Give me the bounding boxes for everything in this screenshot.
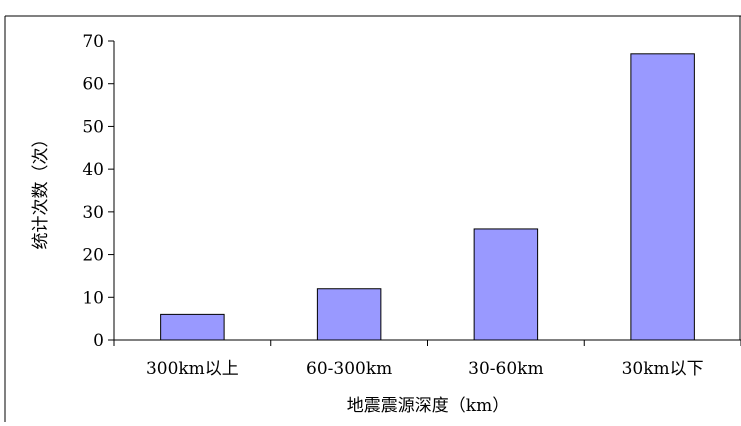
x-category-label: 60-300km <box>306 359 392 379</box>
bar-0 <box>160 313 225 341</box>
bars <box>160 53 695 341</box>
y-tick-label: 30 <box>82 203 104 223</box>
y-tick-label: 60 <box>82 75 104 95</box>
x-category-label: 30km以下 <box>622 359 704 379</box>
bar-3 <box>630 53 695 341</box>
y-axis-ticks: 0 10 20 30 40 50 60 70 <box>82 32 114 351</box>
y-tick-label: 40 <box>82 160 104 180</box>
y-tick-label: 0 <box>93 331 104 351</box>
bar-2 <box>473 228 539 341</box>
y-tick-label: 70 <box>82 32 104 52</box>
x-category-label: 30-60km <box>468 359 543 379</box>
x-axis-ticks: 300km以上 60-300km 30-60km 30km以下 <box>113 340 741 379</box>
y-tick-label: 50 <box>82 117 104 137</box>
bar-1 <box>316 288 382 341</box>
x-axis-title: 地震震源深度（km） <box>347 396 509 416</box>
y-tick-label: 10 <box>82 288 104 308</box>
y-tick-label: 20 <box>82 246 104 266</box>
y-axis-title: 统计次数（次） <box>31 131 51 250</box>
x-category-label: 300km以上 <box>146 359 239 379</box>
